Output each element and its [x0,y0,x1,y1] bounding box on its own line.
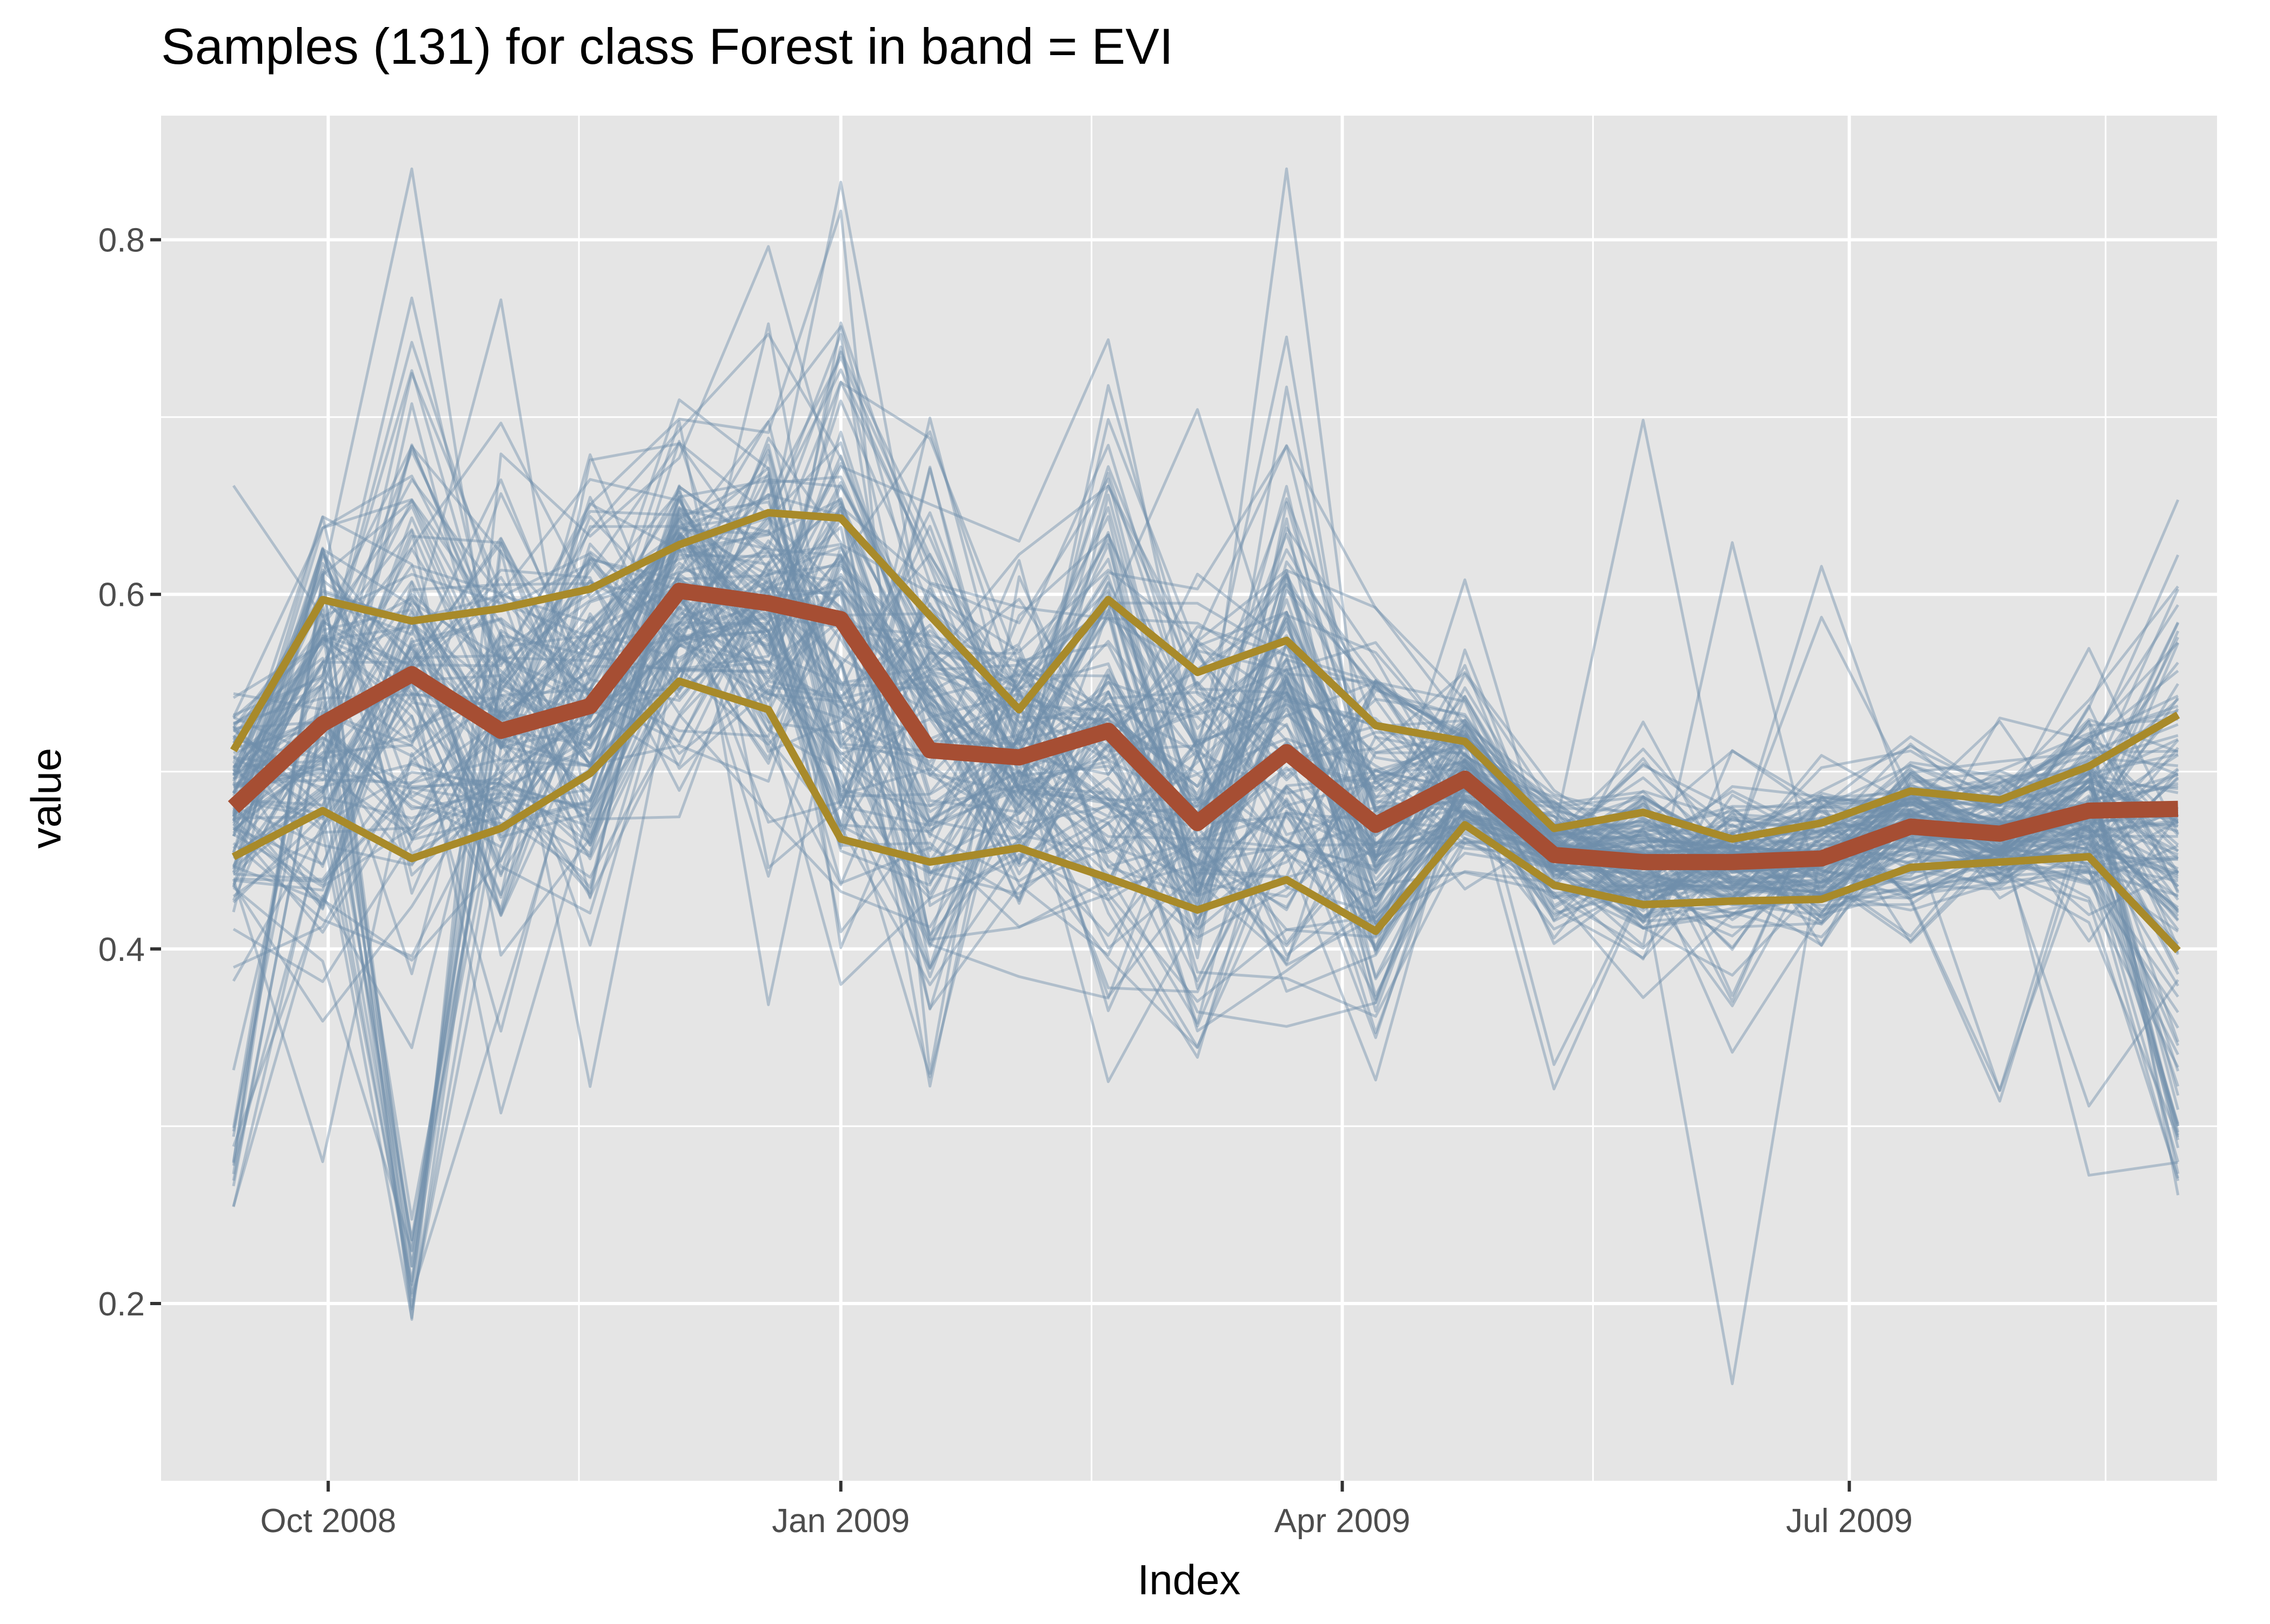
median-line [228,583,2179,871]
sample-line [233,368,2179,894]
sample-line [232,422,2180,896]
plot-panel [161,116,2217,1481]
sample-line [232,399,2179,924]
sample-line [232,441,2179,886]
sample-line [232,546,2178,1319]
x-tick-label: Jul 2009 [1786,1502,1912,1540]
sample-line [232,430,2179,959]
sample-line [232,465,2179,1013]
sample-line [232,526,2179,918]
sample-line [232,445,2179,907]
summary-lines [228,509,2181,953]
sample-line [232,416,2179,901]
x-axis: Oct 2008 Jan 2009 Apr 2009 Jul 2009 [260,1481,1913,1540]
sample-line [232,510,2179,1268]
sample-line [232,559,2180,1164]
sample-line [232,550,2179,1221]
y-tick-label: 0.8 [98,222,145,259]
sample-line [233,543,2180,1136]
grid-minor [161,116,2217,1481]
sample-line [232,420,2179,978]
sample-line [232,588,2179,997]
sample-line [232,578,2180,1092]
sample-line [232,569,2179,1001]
sample-line [232,538,2179,1386]
sample-line [232,560,2179,970]
sample-line [233,516,2180,938]
sample-line [232,350,2179,910]
sample-line [232,529,2180,1039]
sample-line [232,587,2179,1187]
sample-line [232,605,2179,1048]
x-tick-label: Jan 2009 [772,1502,910,1540]
sample-line [232,336,2179,868]
sample-line [232,553,2180,1072]
sample-line [232,618,2179,1084]
sample-line [232,449,2180,911]
sample-line [233,501,2180,959]
sample-line [233,557,2179,947]
sample-line [232,381,2179,1071]
sample-line [233,580,2180,1181]
grid-major [161,116,2217,1481]
sample-line [232,584,2179,860]
sample-line [232,430,2179,850]
sample-line [232,439,2180,1181]
sample-line [232,502,2179,1081]
sample-line [232,478,2180,1127]
sample-line [232,322,2179,967]
y-tick-label: 0.4 [98,931,145,968]
sample-line [233,514,2180,1162]
sample-line [232,420,2180,1068]
sample-line [232,496,2179,927]
chart-title: Samples (131) for class Forest in band =… [161,18,1173,75]
sample-line [232,325,2179,868]
y-tick-label: 0.6 [98,577,145,614]
sample-line [232,533,2180,1140]
sample-line [232,332,2179,850]
sample-line [232,442,2179,1088]
x-tick-label: Oct 2008 [260,1502,396,1540]
sample-line [233,340,2180,870]
sample-line [232,298,2180,1128]
x-axis-label: Index [1138,1556,1241,1603]
sample-line [233,545,2180,1055]
y-tick-label: 0.2 [98,1286,145,1323]
sample-line [232,398,2179,899]
sample-line [232,494,2179,970]
sample-line [232,345,2179,993]
sample-line [232,444,2179,894]
sample-line [232,507,2179,1311]
sample-line [232,609,2180,971]
sample-line [232,518,2180,1138]
sample-line [233,466,2179,1114]
x-tick-label: Apr 2009 [1274,1502,1411,1540]
sample-line [232,620,2179,1147]
lower-quantile-line [231,677,2181,953]
sample-line [232,478,2180,879]
sample-line [232,637,2180,1092]
sample-line [232,498,2179,865]
sample-line [232,539,2179,1253]
sample-line [232,515,2179,1241]
upper-quantile-line [230,509,2180,843]
y-axis-label: value [22,748,70,848]
sample-line [232,356,2179,876]
sample-line [232,498,2180,1195]
sample-line [233,514,2178,951]
y-axis: 0.2 0.4 0.6 0.8 [98,222,161,1323]
